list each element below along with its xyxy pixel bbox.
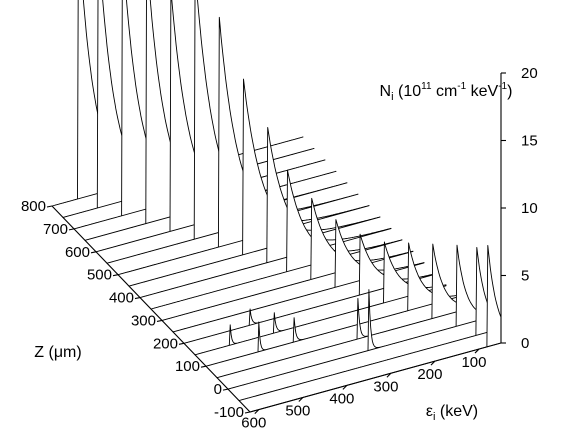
z-tick-800	[46, 205, 53, 208]
y-axis-title-part-1: (10	[394, 83, 422, 100]
z-tick-label-500: 500	[87, 267, 112, 284]
y-tick-label-10: 10	[521, 200, 538, 217]
z-tick-label-300: 300	[131, 312, 156, 329]
z-tick-label--100: -100	[214, 404, 244, 421]
z-tick-label-800: 800	[21, 198, 46, 215]
trace-z-50	[216, 243, 469, 379]
z-tick-200	[178, 342, 185, 345]
z-tick-0	[222, 388, 229, 391]
x-tick-label-500: 500	[285, 402, 310, 419]
y-tick-label-20: 20	[521, 65, 538, 82]
x-tick-label-300: 300	[373, 378, 398, 395]
y-axis-title-subscript: i	[391, 91, 393, 103]
trace-z-0	[227, 244, 480, 390]
z-tick-300	[156, 319, 163, 322]
y-axis-title-part-3: keV	[466, 83, 498, 100]
trace-z-300	[161, 197, 414, 321]
y-axis-title-exponent-3: -1	[498, 81, 507, 92]
y-axis-title: Ni (1011 cm-1 keV-1)	[380, 81, 513, 103]
x-tick-200	[430, 360, 436, 366]
x-tick-100	[474, 348, 480, 354]
z-tick-700	[68, 228, 75, 231]
y-tick-label-0: 0	[521, 335, 529, 352]
x-tick-600	[254, 409, 260, 414]
x-axis-title-symbol: ε	[426, 403, 433, 420]
x-tick-label-100: 100	[461, 354, 486, 371]
x-tick-label-200: 200	[417, 366, 442, 383]
y-tick-label-5: 5	[521, 268, 529, 285]
z-tick-label-600: 600	[65, 244, 90, 261]
z-tick-label-100: 100	[175, 358, 200, 375]
y-axis-title-symbol: N	[380, 83, 392, 100]
x-axis-title-unit: (keV)	[435, 403, 478, 420]
z-axis-title: Z (μm)	[34, 344, 81, 361]
z-tick-label-700: 700	[43, 221, 68, 238]
z-tick-600	[90, 251, 97, 254]
z-tick-400	[134, 297, 141, 300]
x-axis-title: εi (keV)	[426, 403, 478, 423]
x-tick-label-600: 600	[241, 415, 266, 432]
y-tick-label-15: 15	[521, 133, 538, 150]
z-tick--100	[244, 411, 251, 414]
z-tick-label-200: 200	[153, 335, 178, 352]
x-axis-title-subscript: i	[433, 411, 435, 423]
y-axis-title-part-4: )	[507, 83, 512, 100]
trace-z-100	[205, 242, 458, 367]
x-axis-line	[249, 342, 502, 413]
traces-layer	[51, 0, 502, 413]
y-axis-title-exponent-1: 11	[421, 81, 432, 92]
x-tick-label-400: 400	[329, 390, 354, 407]
ticks-layer: 100200300400500600-100010020030040050060…	[21, 65, 538, 432]
x-tick-400	[342, 384, 348, 390]
trace-z--50	[238, 246, 491, 402]
x-tick-300	[386, 372, 392, 378]
x-tick-500	[298, 397, 304, 402]
z-tick-label-400: 400	[109, 290, 134, 307]
trace-z-150	[194, 241, 447, 356]
z-tick-label-0: 0	[214, 381, 222, 398]
y-axis-title-exponent-2: -1	[457, 81, 466, 92]
z-tick-100	[200, 365, 207, 368]
trace-z-400	[139, 127, 392, 299]
z-axis-line	[51, 205, 251, 413]
z-tick-500	[112, 274, 119, 277]
y-axis-title-part-2: cm	[432, 83, 458, 100]
